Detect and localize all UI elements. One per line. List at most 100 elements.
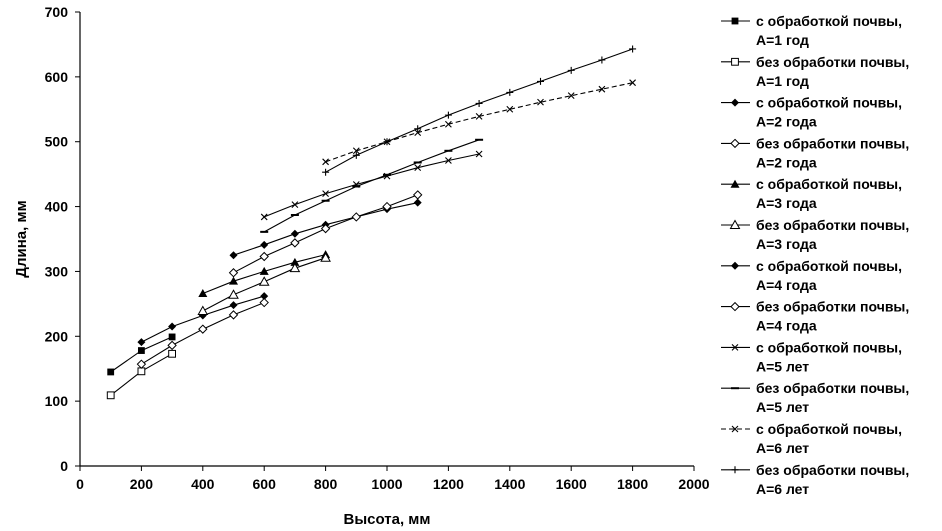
legend-label: без обработки почвы, bbox=[756, 217, 909, 233]
data-point bbox=[229, 251, 238, 260]
legend-item: с обработкой почвы, А=2 года bbox=[721, 95, 902, 130]
legend-label: А=2 года bbox=[756, 154, 817, 170]
data-point bbox=[289, 262, 301, 273]
legend-item: без обработки почвы, А=1 год bbox=[721, 54, 909, 89]
data-point bbox=[352, 151, 360, 159]
series-5 bbox=[198, 250, 331, 297]
y-tick-label: 700 bbox=[45, 4, 69, 20]
data-point bbox=[444, 111, 452, 119]
legend-label: А=1 год bbox=[756, 32, 809, 48]
data-point bbox=[322, 168, 330, 176]
data-point bbox=[259, 297, 269, 308]
legend-label: А=2 года bbox=[756, 114, 817, 130]
data-point bbox=[260, 292, 269, 301]
data-point bbox=[475, 99, 483, 107]
data-point bbox=[413, 198, 422, 207]
data-point bbox=[567, 66, 575, 74]
legend-label: А=6 лет bbox=[756, 440, 809, 456]
series-4 bbox=[136, 297, 269, 369]
legend-label: А=1 год bbox=[756, 73, 809, 89]
data-point bbox=[228, 289, 239, 299]
data-point bbox=[629, 79, 636, 87]
x-tick-label: 1200 bbox=[433, 476, 464, 492]
series-line bbox=[325, 82, 633, 163]
data-point bbox=[537, 98, 544, 106]
data-point bbox=[567, 92, 575, 100]
data-point bbox=[320, 223, 331, 234]
data-point bbox=[290, 257, 300, 266]
y-tick-label: 0 bbox=[60, 458, 68, 474]
data-point bbox=[598, 56, 606, 64]
data-point bbox=[107, 368, 115, 376]
x-tick-label: 2000 bbox=[678, 476, 709, 492]
data-point bbox=[290, 229, 299, 238]
data-point bbox=[168, 333, 176, 341]
legend-swatch-marker bbox=[731, 98, 739, 107]
x-tick-label: 1600 bbox=[556, 476, 587, 492]
data-point bbox=[167, 340, 177, 351]
legend-swatch-marker bbox=[731, 17, 739, 25]
legend-item: с обработкой почвы, А=6 лет bbox=[721, 421, 902, 456]
x-tick-label: 800 bbox=[314, 476, 338, 492]
series-3 bbox=[137, 292, 269, 347]
data-point bbox=[290, 238, 300, 248]
legend-swatch-marker bbox=[731, 344, 739, 351]
y-tick-label: 500 bbox=[45, 134, 69, 150]
data-point bbox=[106, 391, 115, 400]
data-point bbox=[228, 268, 239, 278]
data-point bbox=[475, 113, 483, 120]
legend-label: А=4 года bbox=[756, 318, 817, 334]
legend-item: без обработки почвы, А=3 года bbox=[721, 217, 909, 252]
data-point bbox=[137, 367, 146, 376]
legend-swatch-marker bbox=[730, 301, 740, 312]
data-point bbox=[168, 349, 176, 358]
x-tick-label: 600 bbox=[253, 476, 277, 492]
data-point bbox=[598, 85, 606, 93]
legend-label: А=3 года bbox=[756, 195, 817, 211]
data-point bbox=[137, 338, 146, 347]
legend-label: с обработкой почвы, bbox=[756, 421, 902, 437]
data-point bbox=[260, 240, 269, 249]
data-point bbox=[197, 305, 209, 315]
legend-label: с обработкой почвы, bbox=[756, 13, 902, 29]
legend-item: с обработкой почвы, А=3 года bbox=[721, 176, 902, 211]
legend-label: без обработки почвы, bbox=[756, 54, 909, 70]
data-point bbox=[260, 213, 268, 221]
x-tick-label: 400 bbox=[191, 476, 215, 492]
data-point bbox=[322, 190, 329, 197]
legend-swatch-marker bbox=[731, 57, 739, 66]
legend-label: с обработкой почвы, bbox=[756, 258, 902, 274]
data-point bbox=[352, 147, 360, 155]
data-point bbox=[229, 301, 238, 310]
data-point bbox=[198, 288, 208, 297]
data-point bbox=[629, 45, 637, 53]
legend-label: А=5 лет bbox=[756, 399, 809, 415]
legend-item: без обработки почвы, А=2 года bbox=[721, 135, 909, 170]
series-10 bbox=[260, 138, 484, 233]
data-point bbox=[445, 120, 452, 128]
y-tick-label: 400 bbox=[45, 199, 69, 215]
series-8 bbox=[228, 190, 423, 278]
data-point bbox=[382, 201, 392, 212]
series-1 bbox=[107, 333, 176, 376]
series-line bbox=[263, 139, 480, 233]
data-point bbox=[322, 158, 329, 166]
legend-swatch-marker bbox=[731, 425, 739, 433]
x-axis-label: Высота, мм bbox=[344, 511, 431, 528]
legend-item: с обработкой почвы, А=4 года bbox=[721, 258, 902, 293]
legend-swatch-marker bbox=[730, 179, 740, 188]
data-point bbox=[259, 251, 269, 262]
legend-swatch-marker bbox=[730, 138, 740, 149]
data-point bbox=[138, 347, 145, 354]
x-tick-label: 1000 bbox=[371, 476, 402, 492]
data-point bbox=[320, 252, 331, 262]
series-6 bbox=[197, 252, 331, 315]
data-point bbox=[198, 324, 208, 334]
legend-label: с обработкой почвы, bbox=[756, 176, 902, 192]
data-point bbox=[259, 266, 269, 275]
legend-swatch-marker bbox=[729, 219, 741, 229]
series-2 bbox=[106, 349, 176, 400]
data-point bbox=[414, 164, 422, 172]
